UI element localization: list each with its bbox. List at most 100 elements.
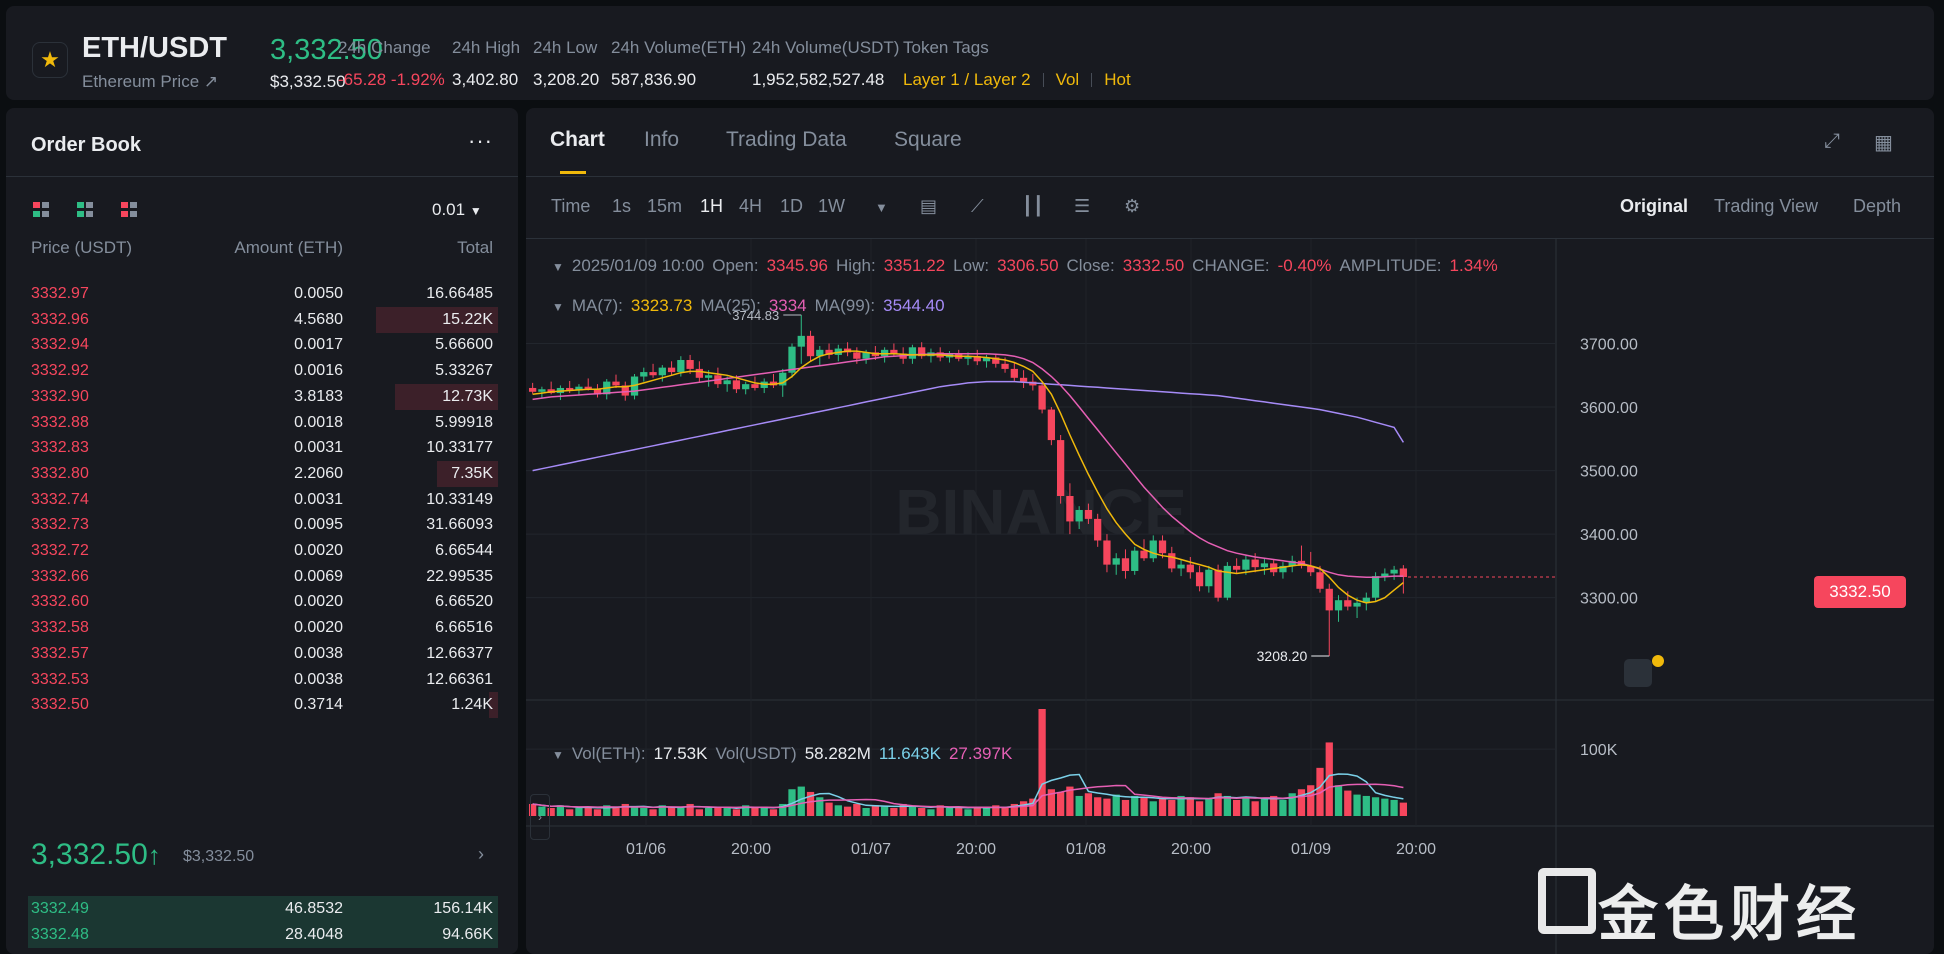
fullscreen-icon[interactable]: ⤢ bbox=[1824, 130, 1840, 152]
calendar-icon[interactable]: ▤ bbox=[920, 196, 938, 216]
volume-bar bbox=[927, 809, 935, 816]
volume-bar bbox=[1334, 785, 1343, 816]
ask-row[interactable]: 3332.83 0.0031 10.33177 bbox=[6, 432, 518, 464]
ask-row[interactable]: 3332.92 0.0016 5.33267 bbox=[6, 355, 518, 387]
last-price-usd: $3,332.50 bbox=[270, 72, 346, 91]
order-price: 3332.88 bbox=[31, 413, 89, 431]
candle-body bbox=[1399, 568, 1407, 578]
candle-style-icon[interactable]: ┃┃ bbox=[1022, 196, 1044, 216]
stat-label: 24h Change bbox=[338, 38, 431, 57]
legend-collapse-chevron-icon[interactable]: ▼ bbox=[552, 300, 564, 314]
ask-row[interactable]: 3332.96 4.5680 15.22K bbox=[6, 304, 518, 336]
tab-trading-data[interactable]: Trading Data bbox=[726, 128, 847, 151]
candle-body bbox=[1344, 600, 1352, 607]
volume-bar bbox=[1316, 767, 1324, 816]
view-trading-view[interactable]: Trading View bbox=[1714, 196, 1819, 216]
ohlc-amplitude: 1.34% bbox=[1449, 256, 1498, 275]
candle-body bbox=[1168, 553, 1176, 569]
view-depth[interactable]: Depth bbox=[1853, 196, 1902, 216]
view-original[interactable]: Original bbox=[1620, 196, 1689, 216]
candle-body bbox=[964, 356, 972, 359]
ask-row[interactable]: 3332.94 0.0017 5.66600 bbox=[6, 329, 518, 361]
volume-tick-label: 100K bbox=[1580, 742, 1618, 759]
candle-body bbox=[1140, 550, 1148, 559]
indicator-chart-icon[interactable]: ⟋ bbox=[971, 196, 984, 216]
settings-gear-icon[interactable]: ⚙ bbox=[1124, 196, 1141, 216]
order-price: 3332.57 bbox=[31, 644, 89, 662]
volume-bar bbox=[1019, 801, 1028, 816]
favorite-star-icon[interactable]: ★ bbox=[32, 42, 68, 78]
sidebar-expand-chevron-icon[interactable]: › bbox=[530, 794, 550, 840]
tab-chart[interactable]: Chart bbox=[550, 128, 605, 151]
candle-body bbox=[575, 386, 583, 391]
orderbook-both-view-icon[interactable] bbox=[33, 202, 51, 218]
low-marker-label: 3208.20 bbox=[1257, 648, 1308, 664]
token-tag[interactable]: Hot bbox=[1104, 70, 1131, 89]
volume-bar bbox=[918, 807, 926, 816]
more-horizontal-icon[interactable]: ··· bbox=[468, 128, 493, 153]
volume-bar bbox=[1371, 797, 1380, 816]
tick-size-select[interactable]: 0.01 ▼ bbox=[432, 200, 482, 220]
ask-row[interactable]: 3332.73 0.0095 31.66093 bbox=[6, 509, 518, 541]
ohlc-open-label: Open: bbox=[712, 256, 759, 275]
order-price: 3332.66 bbox=[31, 567, 89, 585]
volume-bar bbox=[1066, 786, 1074, 816]
interval-more-chevron-icon[interactable]: ▼ bbox=[875, 200, 888, 215]
candle-body bbox=[1362, 597, 1370, 603]
volume-bar bbox=[899, 803, 907, 816]
stat-24h-change: 24h Change -65.28 -1.92% bbox=[338, 38, 445, 90]
col-total: Total bbox=[457, 238, 493, 257]
volume-bar bbox=[1094, 797, 1102, 816]
chevron-right-icon[interactable]: › bbox=[478, 844, 484, 864]
interval-1h[interactable]: 1H bbox=[700, 196, 724, 216]
ask-row[interactable]: 3332.90 3.8183 12.73K bbox=[6, 381, 518, 413]
legend-collapse-chevron-icon[interactable]: ▼ bbox=[552, 748, 564, 762]
tab-square[interactable]: Square bbox=[894, 128, 962, 151]
vol-usdt-label: Vol(USDT) bbox=[715, 744, 797, 763]
legend-collapse-chevron-icon[interactable]: ▼ bbox=[552, 260, 564, 274]
ask-row[interactable]: 3332.72 0.0020 6.66544 bbox=[6, 535, 518, 567]
order-price: 3332.97 bbox=[31, 285, 89, 302]
ask-row[interactable]: 3332.60 0.0020 6.66520 bbox=[6, 586, 518, 618]
order-price: 3332.80 bbox=[31, 464, 89, 482]
active-tab-underline bbox=[560, 171, 586, 174]
pair-subtitle-link[interactable]: Ethereum Price ↗ bbox=[82, 72, 219, 91]
orderbook-bids-view-icon[interactable] bbox=[77, 202, 95, 218]
depth-bar bbox=[489, 692, 498, 719]
ask-row[interactable]: 3332.97 0.0050 16.66485 bbox=[6, 278, 518, 310]
interval-4h[interactable]: 4H bbox=[739, 196, 763, 216]
interval-1s[interactable]: 1s bbox=[612, 196, 632, 216]
interval-1d[interactable]: 1D bbox=[780, 196, 804, 216]
candle-body bbox=[1158, 540, 1167, 554]
token-tag[interactable]: Layer 1 / Layer 2 bbox=[903, 70, 1031, 89]
layout-grid-icon[interactable]: ▦ bbox=[1874, 132, 1893, 154]
interval-15m[interactable]: 15m bbox=[647, 196, 683, 216]
ask-row[interactable]: 3332.50 0.3714 1.24K bbox=[6, 689, 518, 721]
ask-row[interactable]: 3332.58 0.0020 6.66516 bbox=[6, 612, 518, 644]
mid-price[interactable]: 3,332.50↑ bbox=[31, 838, 161, 872]
ask-row[interactable]: 3332.66 0.0069 22.99535 bbox=[6, 561, 518, 593]
bid-row[interactable]: 3332.48 28.4048 94.66K bbox=[6, 919, 518, 951]
ask-row[interactable]: 3332.80 2.2060 7.35K bbox=[6, 458, 518, 490]
ask-row[interactable]: 3332.57 0.0038 12.66377 bbox=[6, 638, 518, 670]
ask-row[interactable]: 3332.88 0.0018 5.99918 bbox=[6, 407, 518, 439]
orderbook-asks-view-icon[interactable] bbox=[121, 202, 139, 218]
order-total: 156.14K bbox=[433, 900, 493, 917]
ask-row[interactable]: 3332.74 0.0031 10.33149 bbox=[6, 484, 518, 516]
interval-1w[interactable]: 1W bbox=[818, 196, 845, 216]
tab-info[interactable]: Info bbox=[644, 128, 680, 151]
candle-body bbox=[1288, 560, 1296, 566]
volume-bar bbox=[677, 807, 685, 816]
drawing-tools-icon[interactable]: ☰ bbox=[1074, 196, 1091, 216]
interval-time[interactable]: Time bbox=[551, 196, 591, 216]
candlestick-chart[interactable]: 3700.00 3600.00 3500.00 3400.00 3300.00 100K 0… bbox=[526, 239, 1934, 954]
order-total: 5.66600 bbox=[435, 336, 493, 354]
ask-row[interactable]: 3332.53 0.0038 12.66361 bbox=[6, 664, 518, 696]
volume-bar bbox=[1307, 785, 1315, 816]
order-total: 12.66361 bbox=[426, 670, 493, 688]
volume-bar bbox=[945, 807, 954, 816]
token-tags: Layer 1 / Layer 2 Vol Hot bbox=[903, 70, 1131, 90]
bid-row[interactable]: 3332.49 46.8532 156.14K bbox=[6, 893, 518, 925]
candle-body bbox=[667, 367, 676, 373]
token-tag[interactable]: Vol bbox=[1055, 70, 1080, 89]
